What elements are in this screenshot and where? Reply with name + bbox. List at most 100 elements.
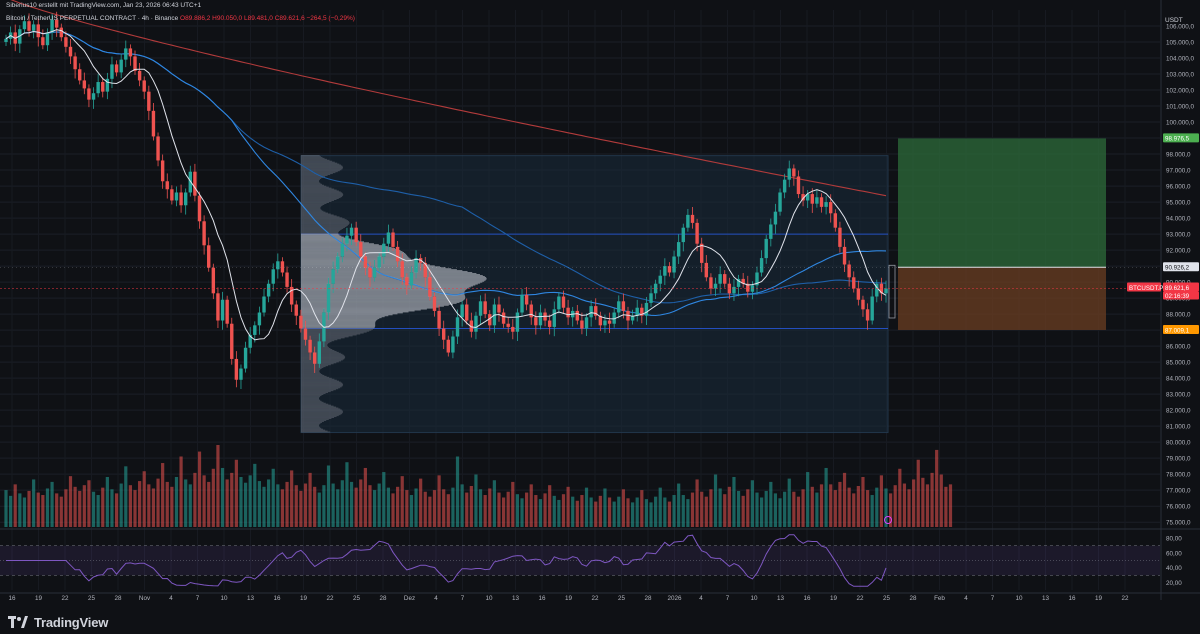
candle-body <box>488 314 492 326</box>
time-tick-label: 19 <box>35 595 43 602</box>
volume-bar <box>483 495 487 527</box>
volume-bar <box>138 481 142 527</box>
candle-body <box>690 214 695 223</box>
volume-profile-bar <box>301 373 323 375</box>
volume-profile-bar <box>301 297 466 298</box>
candle-body <box>326 283 331 313</box>
volume-profile-bar <box>301 279 486 281</box>
time-tick-label: 16 <box>1068 595 1076 602</box>
volume-profile-bar <box>301 402 326 404</box>
volume-profile-bar <box>301 357 345 359</box>
volume-bar <box>792 491 796 527</box>
volume-bar <box>704 496 708 527</box>
volume-bar <box>538 499 543 527</box>
time-tick-label: 25 <box>883 595 891 602</box>
volume-profile-bar <box>301 343 329 345</box>
volume-bar <box>907 489 911 527</box>
time-tick-label: 13 <box>512 595 520 602</box>
candle-body <box>179 192 183 206</box>
candle-body <box>276 261 280 270</box>
volume-profile-bar <box>301 358 345 360</box>
volume-profile-bar <box>301 304 449 306</box>
volume-profile-bar <box>301 242 369 244</box>
time-tick-label: 22 <box>326 595 334 602</box>
time-tick-label: Nov <box>139 595 151 602</box>
candle-body <box>759 258 764 273</box>
volume-bar <box>55 493 59 527</box>
volume-profile-bar <box>301 185 327 187</box>
candle-body <box>515 312 520 332</box>
volume-bar <box>451 487 455 527</box>
volume-profile-bar <box>301 294 465 296</box>
volume-profile-bar <box>301 280 485 282</box>
price-tick-label: 106.000,0 <box>1166 23 1195 30</box>
volume-bar <box>778 498 782 527</box>
currency-unit[interactable]: USDT <box>1165 17 1183 24</box>
volume-profile-bar <box>301 318 380 320</box>
volume-bar <box>147 484 151 527</box>
volume-bar <box>211 468 215 527</box>
volume-profile-bar <box>301 218 345 220</box>
volume-profile-bar <box>301 281 483 283</box>
volume-profile-bar <box>301 305 444 307</box>
volume-profile-bar <box>301 373 321 374</box>
volume-bar <box>331 483 335 527</box>
volume-bar <box>193 472 197 527</box>
rsi-tick-label: 60,00 <box>1166 550 1182 557</box>
candle-body <box>801 194 805 201</box>
candle-body <box>96 82 100 94</box>
volume-bar <box>552 495 556 527</box>
volume-profile-bar <box>301 312 403 314</box>
volume-bar <box>442 489 446 527</box>
candle-body <box>354 227 358 243</box>
candle-body <box>142 80 146 92</box>
volume-profile-bar <box>301 215 337 217</box>
volume-profile-bar <box>301 389 336 391</box>
volume-bar <box>174 476 179 527</box>
tradingview-logo-icon <box>8 616 28 628</box>
volume-profile-bar <box>301 331 367 333</box>
volume-profile-bar <box>301 227 345 228</box>
volume-profile-bar <box>301 397 320 399</box>
volume-bar <box>9 495 13 527</box>
volume-profile-bar <box>301 374 325 376</box>
candle-body <box>455 317 460 337</box>
symbol-name[interactable]: Bitcoin / TetherUS PERPETUAL CONTRACT · … <box>6 15 179 22</box>
candle-body <box>626 310 630 321</box>
volume-profile-bar <box>301 199 337 200</box>
volume-profile-bar <box>301 263 426 265</box>
volume-bar <box>534 495 538 527</box>
rsi-tick-label: 80,00 <box>1166 536 1182 543</box>
volume-bar <box>161 463 165 527</box>
volume-profile-bar <box>301 348 331 349</box>
tradingview-brand[interactable]: TradingView <box>8 613 108 631</box>
volume-profile-bar <box>301 204 323 206</box>
volume-profile-bar <box>301 237 347 239</box>
candle-body <box>529 304 533 318</box>
volume-profile-bar <box>301 228 342 230</box>
volume-profile-bar <box>301 223 350 225</box>
candle-body <box>718 274 722 284</box>
volume-bar <box>916 459 920 527</box>
candle-body <box>349 227 354 236</box>
candle-body <box>31 24 36 31</box>
volume-bar <box>101 487 105 527</box>
volume-profile-bar <box>301 311 409 313</box>
candle-body <box>87 88 91 100</box>
volume-bar <box>852 493 856 527</box>
volume-profile-bar <box>301 407 339 409</box>
volume-bar <box>124 466 128 527</box>
candle-body <box>672 256 676 273</box>
volume-profile-bar <box>301 422 321 424</box>
take-profit-zone <box>898 138 1106 268</box>
volume-bar <box>925 484 930 527</box>
candle-body <box>534 317 538 326</box>
price-tick-label: 83.000,0 <box>1166 391 1191 398</box>
volume-profile-bar <box>301 197 341 199</box>
candle-body <box>82 80 87 89</box>
price-axis: 106.000,0 105.000,0 104.000,0 103.000,0 102.… <box>1127 23 1199 587</box>
volume-profile-bar <box>301 286 471 288</box>
volume-bar <box>340 480 344 527</box>
volume-bar <box>359 479 363 527</box>
